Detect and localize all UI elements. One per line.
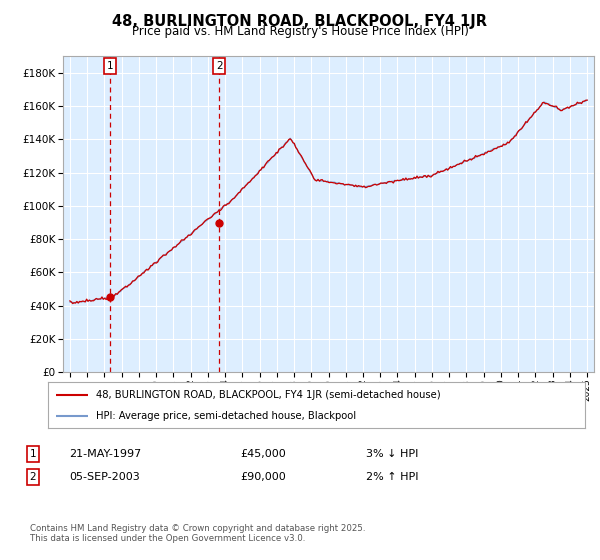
- Text: 05-SEP-2003: 05-SEP-2003: [69, 472, 140, 482]
- Text: 1: 1: [29, 449, 37, 459]
- Text: £90,000: £90,000: [240, 472, 286, 482]
- Text: 2% ↑ HPI: 2% ↑ HPI: [366, 472, 419, 482]
- Text: £45,000: £45,000: [240, 449, 286, 459]
- Text: HPI: Average price, semi-detached house, Blackpool: HPI: Average price, semi-detached house,…: [97, 411, 356, 421]
- Text: 48, BURLINGTON ROAD, BLACKPOOL, FY4 1JR (semi-detached house): 48, BURLINGTON ROAD, BLACKPOOL, FY4 1JR …: [97, 390, 441, 400]
- Text: Price paid vs. HM Land Registry's House Price Index (HPI): Price paid vs. HM Land Registry's House …: [131, 25, 469, 38]
- Text: 3% ↓ HPI: 3% ↓ HPI: [366, 449, 418, 459]
- Text: 21-MAY-1997: 21-MAY-1997: [69, 449, 141, 459]
- Text: 1: 1: [107, 61, 113, 71]
- Text: Contains HM Land Registry data © Crown copyright and database right 2025.
This d: Contains HM Land Registry data © Crown c…: [30, 524, 365, 543]
- Text: 2: 2: [29, 472, 37, 482]
- Text: 2: 2: [216, 61, 223, 71]
- Text: 48, BURLINGTON ROAD, BLACKPOOL, FY4 1JR: 48, BURLINGTON ROAD, BLACKPOOL, FY4 1JR: [113, 14, 487, 29]
